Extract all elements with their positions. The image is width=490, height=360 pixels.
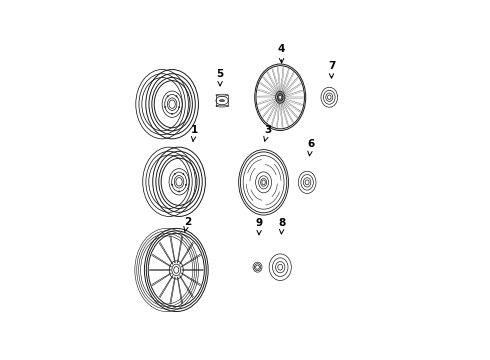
Ellipse shape: [174, 173, 175, 175]
Text: 7: 7: [328, 61, 335, 78]
Ellipse shape: [186, 184, 187, 185]
Text: 4: 4: [278, 44, 285, 63]
Text: 9: 9: [256, 217, 263, 235]
Text: 5: 5: [217, 69, 224, 86]
Text: 3: 3: [264, 125, 271, 141]
Ellipse shape: [178, 191, 180, 192]
Ellipse shape: [183, 173, 184, 175]
Ellipse shape: [165, 107, 166, 108]
Text: 6: 6: [307, 139, 315, 156]
Text: 8: 8: [278, 217, 286, 234]
Ellipse shape: [167, 95, 169, 97]
Ellipse shape: [178, 107, 180, 108]
Ellipse shape: [176, 95, 177, 97]
Text: 1: 1: [191, 125, 198, 141]
Text: 2: 2: [184, 217, 191, 232]
